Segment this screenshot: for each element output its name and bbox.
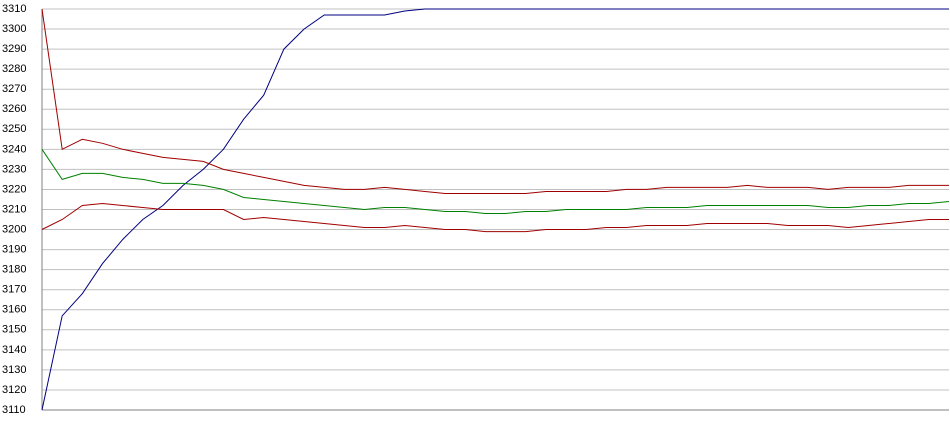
- y-tick-label: 3250: [2, 123, 26, 135]
- y-tick-label: 3160: [2, 304, 26, 316]
- y-tick-label: 3300: [2, 23, 26, 35]
- y-tick-label: 3260: [2, 103, 26, 115]
- y-tick-label: 3110: [2, 404, 26, 416]
- y-tick-label: 3150: [2, 324, 26, 336]
- y-tick-label: 3280: [2, 63, 26, 75]
- y-tick-label: 3290: [2, 43, 26, 55]
- series-line: [41, 8, 949, 194]
- y-tick-label: 3230: [2, 163, 26, 175]
- y-tick-label: 3310: [2, 3, 26, 15]
- y-tick-label: 3190: [2, 244, 26, 256]
- y-tick-label: 3170: [2, 284, 26, 296]
- y-tick-label: 3220: [2, 183, 26, 195]
- y-tick-label: 3120: [2, 384, 26, 396]
- y-tick-label: 3180: [2, 264, 26, 276]
- y-tick-label: 3270: [2, 83, 26, 95]
- series-line: [41, 202, 949, 233]
- y-tick-label: 3240: [2, 143, 26, 155]
- series-line: [41, 149, 950, 214]
- y-tick-label: 3210: [2, 203, 26, 215]
- series-line: [41, 8, 949, 411]
- y-tick-label: 3130: [2, 364, 26, 376]
- y-tick-label: 3140: [2, 344, 26, 356]
- y-tick-label: 3200: [2, 223, 26, 235]
